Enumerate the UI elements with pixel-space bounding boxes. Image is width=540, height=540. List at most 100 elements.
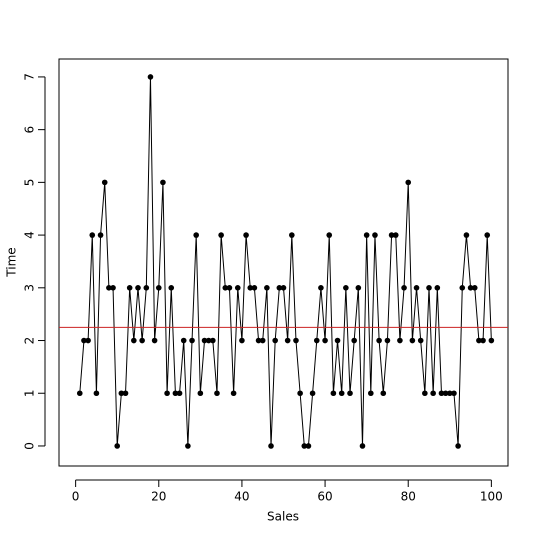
point: [397, 337, 403, 344]
point: [135, 285, 141, 291]
y-tick-label: 5: [23, 179, 37, 187]
point: [347, 390, 353, 397]
point: [442, 390, 449, 397]
point: [276, 285, 283, 291]
point: [422, 390, 428, 397]
point: [334, 337, 341, 344]
point: [459, 285, 466, 291]
point: [405, 179, 412, 186]
point: [426, 285, 432, 291]
point: [297, 390, 303, 397]
point: [76, 390, 83, 397]
point: [280, 285, 287, 291]
point: [467, 285, 474, 291]
point: [268, 443, 274, 449]
point: [446, 390, 453, 397]
point: [326, 232, 333, 238]
y-tick-label: 3: [23, 284, 37, 292]
point: [131, 337, 137, 344]
x-tick-label: 60: [317, 490, 332, 504]
point: [476, 337, 482, 344]
series-line: [79, 76, 492, 447]
point: [222, 285, 229, 291]
point: [392, 232, 399, 238]
x-axis-label: Sales: [267, 510, 299, 524]
point: [343, 285, 349, 291]
point: [93, 390, 100, 397]
x-tick-label: 100: [480, 490, 503, 504]
point: [189, 337, 195, 344]
point: [259, 337, 266, 344]
point: [210, 337, 216, 344]
point: [455, 443, 461, 449]
point: [363, 232, 370, 238]
point: [264, 285, 270, 291]
x-tick-label: 80: [401, 490, 416, 504]
point: [463, 232, 470, 238]
point: [118, 390, 125, 397]
point: [114, 443, 121, 449]
point: [243, 232, 249, 238]
point: [388, 232, 395, 238]
point: [322, 337, 328, 344]
point: [488, 337, 495, 344]
point: [255, 337, 262, 344]
x-tick-label: 40: [234, 490, 249, 504]
point: [101, 179, 108, 186]
point: [205, 337, 212, 344]
point: [85, 337, 91, 344]
point: [143, 285, 150, 291]
point: [484, 232, 491, 238]
y-tick-label: 7: [23, 73, 37, 81]
point: [301, 443, 308, 449]
point: [380, 390, 387, 397]
point: [434, 285, 441, 291]
point: [417, 337, 424, 344]
point: [89, 232, 96, 238]
point: [289, 232, 295, 238]
point: [218, 232, 224, 238]
point: [284, 337, 291, 344]
point: [180, 337, 187, 344]
point: [313, 337, 320, 344]
point: [359, 443, 366, 449]
point: [305, 443, 312, 449]
point: [97, 232, 104, 238]
y-tick-label: 1: [23, 389, 37, 397]
point: [272, 337, 278, 344]
point: [409, 337, 416, 344]
point: [110, 285, 116, 291]
point: [401, 285, 407, 291]
point: [168, 285, 175, 291]
point: [126, 285, 133, 291]
point: [172, 390, 179, 397]
point: [309, 390, 316, 397]
point: [247, 285, 254, 291]
point: [234, 285, 241, 291]
point: [330, 390, 337, 397]
x-tick-label: 20: [151, 490, 166, 504]
point: [384, 337, 391, 344]
point: [318, 285, 324, 291]
point: [160, 179, 166, 186]
point: [197, 390, 204, 397]
point: [122, 390, 129, 397]
point: [193, 232, 199, 238]
y-tick-label: 4: [23, 231, 37, 239]
point: [185, 443, 191, 449]
point: [201, 337, 208, 344]
point: [251, 285, 258, 291]
point: [368, 390, 374, 397]
point: [372, 232, 378, 238]
y-tick-label: 0: [23, 442, 37, 450]
point: [338, 390, 345, 397]
point: [147, 74, 154, 80]
point: [471, 285, 478, 291]
point: [413, 285, 420, 291]
point: [155, 285, 162, 291]
x-tick-label: 0: [72, 490, 80, 504]
point: [351, 337, 357, 344]
point: [376, 337, 382, 344]
point: [239, 337, 245, 344]
